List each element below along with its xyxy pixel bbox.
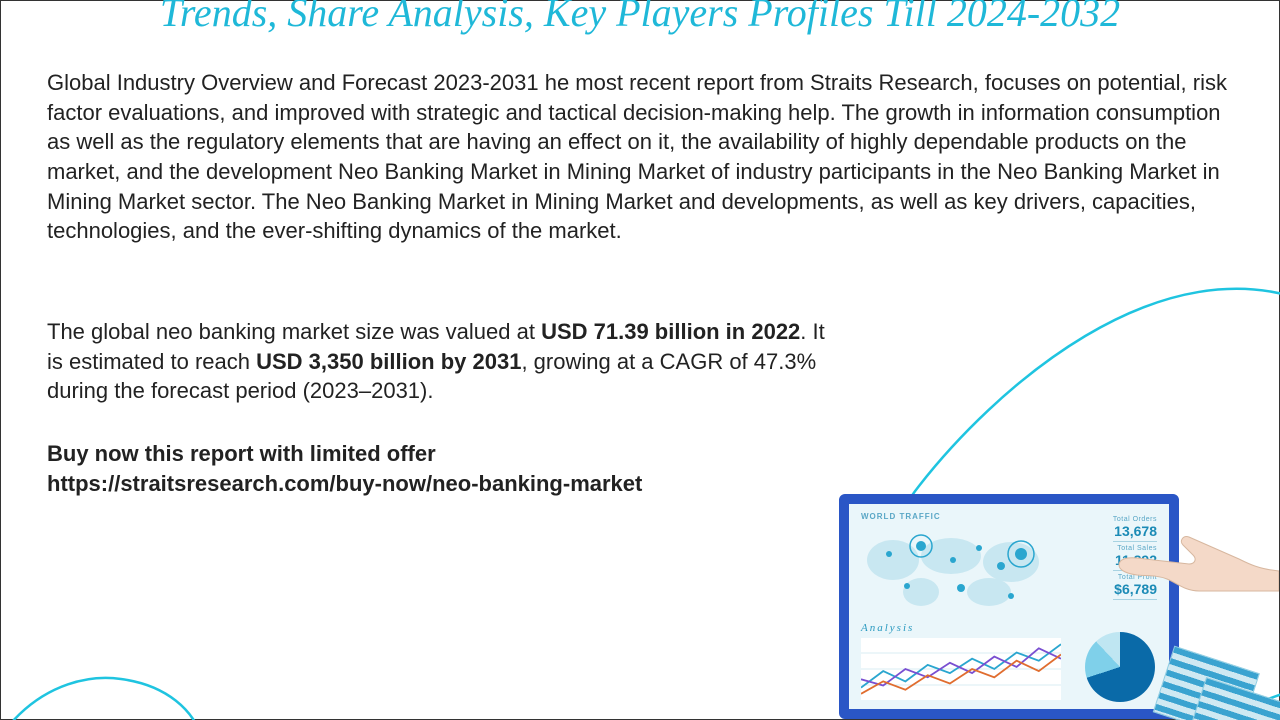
world-map-icon <box>861 526 1051 618</box>
pointing-hand-icon <box>1089 531 1279 631</box>
valuation-2031: USD 3,350 billion by 2031 <box>256 349 521 374</box>
world-traffic-label: WORLD TRAFFIC <box>861 512 941 521</box>
buy-now-cta: Buy now this report with limited offer h… <box>47 439 827 498</box>
cta-line-1: Buy now this report with limited offer <box>47 441 436 466</box>
analysis-line-chart <box>861 638 1061 700</box>
market-size-paragraph: The global neo banking market size was v… <box>47 317 827 406</box>
text: The global neo banking market size was v… <box>47 319 541 344</box>
stat-label: Total Orders <box>1113 516 1157 523</box>
valuation-2022: USD 71.39 billion in 2022 <box>541 319 800 344</box>
page-title: Trends, Share Analysis, Key Players Prof… <box>1 0 1279 36</box>
slide: Trends, Share Analysis, Key Players Prof… <box>0 0 1280 720</box>
overview-paragraph: Global Industry Overview and Forecast 20… <box>47 68 1233 246</box>
decorative-blob-left <box>0 609 241 720</box>
analysis-label: Analysis <box>861 622 914 634</box>
analysis-pie-chart <box>1085 632 1155 702</box>
cta-url: https://straitsresearch.com/buy-now/neo-… <box>47 471 642 496</box>
